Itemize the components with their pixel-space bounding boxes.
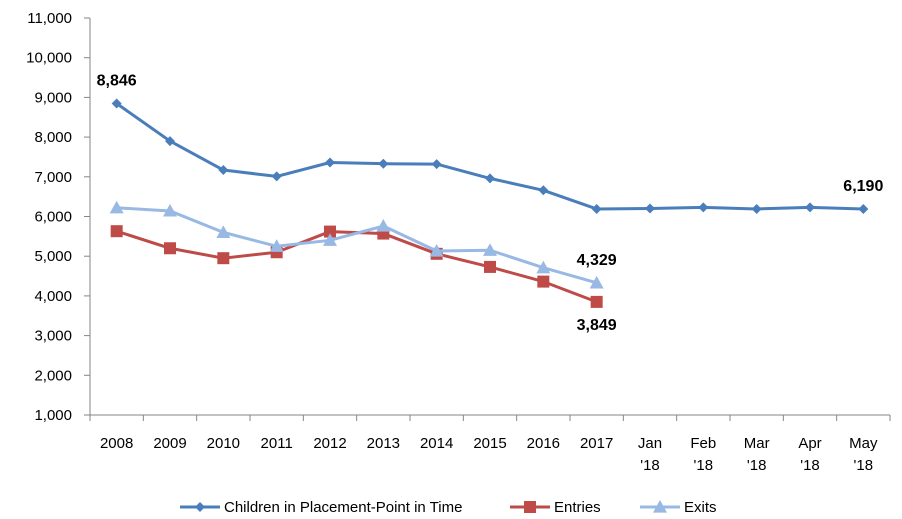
data-point bbox=[484, 260, 496, 273]
data-point bbox=[324, 225, 336, 238]
x-tick-label: 2012 bbox=[313, 435, 346, 452]
x-tick-label: Mar '18 bbox=[744, 435, 770, 474]
y-tick-label: 2,000 bbox=[34, 367, 72, 384]
data-point bbox=[164, 242, 176, 255]
y-tick-label: 3,000 bbox=[34, 328, 72, 345]
data-point bbox=[698, 202, 709, 213]
y-tick-label: 9,000 bbox=[34, 89, 72, 106]
data-point bbox=[323, 233, 337, 246]
data-point bbox=[270, 246, 283, 259]
data-point bbox=[751, 203, 762, 214]
x-tick-label: 2017 bbox=[580, 435, 613, 452]
series-line bbox=[115, 102, 864, 211]
series-line bbox=[116, 206, 598, 285]
data-point bbox=[111, 98, 122, 109]
data-point bbox=[165, 136, 175, 147]
legend-swatch-marker bbox=[195, 502, 205, 512]
data-point bbox=[218, 165, 229, 176]
data-labels: 8,846 6,190 4,329 3,849 bbox=[97, 73, 884, 334]
data-label: 6,190 bbox=[843, 178, 883, 195]
data-point bbox=[537, 275, 550, 288]
data-point bbox=[217, 252, 230, 265]
data-point bbox=[376, 219, 391, 232]
data-point bbox=[431, 159, 442, 170]
data-point bbox=[590, 295, 603, 308]
legend-label: Exits bbox=[684, 499, 717, 516]
x-tick-label: 2014 bbox=[420, 435, 453, 452]
data-point bbox=[805, 202, 815, 213]
data-point bbox=[536, 260, 551, 274]
legend-item: Exits bbox=[640, 499, 717, 516]
data-point bbox=[378, 158, 389, 169]
x-tick-label: 2013 bbox=[367, 435, 400, 452]
data-point bbox=[591, 203, 602, 214]
series-layer bbox=[109, 98, 869, 308]
series-2 bbox=[110, 225, 603, 308]
data-point bbox=[483, 243, 497, 256]
series-1 bbox=[111, 98, 869, 214]
y-tick-label: 11,000 bbox=[27, 10, 72, 27]
x-tick-label: 2010 bbox=[207, 435, 240, 452]
y-tick-label: 10,000 bbox=[26, 50, 72, 67]
data-point bbox=[485, 173, 495, 184]
legend-item: Entries bbox=[510, 499, 601, 516]
data-point bbox=[538, 185, 549, 196]
legend-label: Entries bbox=[554, 499, 601, 516]
data-point bbox=[216, 225, 231, 238]
x-tick-label: Feb '18 bbox=[690, 435, 716, 474]
series-line bbox=[116, 229, 598, 304]
data-point bbox=[325, 157, 335, 168]
data-label: 8,846 bbox=[97, 73, 137, 90]
data-point bbox=[429, 244, 444, 257]
y-tick-label: 1,000 bbox=[34, 407, 72, 424]
x-tick-label: 2011 bbox=[261, 435, 293, 452]
chart-axes bbox=[89, 18, 890, 416]
data-label: 4,329 bbox=[577, 252, 617, 269]
data-point bbox=[269, 239, 284, 252]
x-axis-ticks: 2008 2009 2010 2011 2012 2013 2014 2015 2016 2017… bbox=[89, 415, 891, 474]
data-point bbox=[858, 203, 869, 214]
y-tick-label: 6,000 bbox=[34, 209, 72, 226]
y-tick-label: 4,000 bbox=[34, 288, 72, 305]
series-3 bbox=[109, 200, 604, 289]
x-tick-label: Apr '18 bbox=[798, 435, 821, 474]
data-point bbox=[271, 171, 282, 182]
x-tick-label: 2015 bbox=[473, 435, 506, 452]
y-tick-label: 8,000 bbox=[34, 129, 72, 146]
data-point bbox=[163, 203, 177, 217]
legend-swatch-marker bbox=[524, 501, 536, 513]
y-tick-label: 7,000 bbox=[34, 169, 72, 186]
data-point bbox=[110, 225, 123, 238]
data-point bbox=[589, 275, 604, 289]
chart-legend: Children in Placement-Point in Time Entri… bbox=[180, 499, 717, 516]
x-tick-label: 2009 bbox=[153, 435, 186, 452]
data-point bbox=[109, 200, 124, 214]
data-label: 3,849 bbox=[577, 317, 617, 334]
x-tick-label: Jan '18 bbox=[638, 435, 662, 474]
y-axis-ticks: 1,000 2,000 3,000 4,000 5,000 6,000 7,000 8,000… bbox=[26, 10, 90, 424]
data-point bbox=[645, 203, 655, 214]
legend-swatch-marker bbox=[653, 500, 667, 513]
legend-label: Children in Placement-Point in Time bbox=[224, 499, 462, 516]
y-tick-label: 5,000 bbox=[34, 248, 72, 265]
x-tick-label: 2016 bbox=[527, 435, 560, 452]
legend-item: Children in Placement-Point in Time bbox=[180, 499, 462, 516]
x-tick-label: May '18 bbox=[849, 435, 878, 474]
x-tick-label: 2008 bbox=[100, 435, 133, 452]
